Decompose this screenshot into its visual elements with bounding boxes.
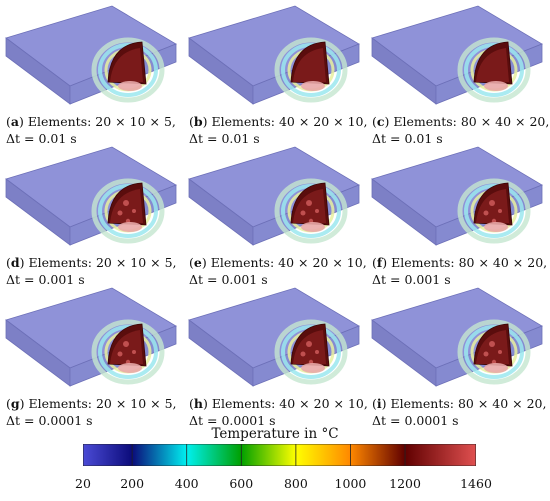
panel-caption: (i) Elements: 80 × 40 × 20, Δt = 0.0001 … — [372, 396, 547, 428]
panel-label: a — [10, 114, 19, 129]
simulation-image — [371, 287, 543, 387]
simulation-image — [5, 5, 177, 105]
panel-caption: (e) Elements: 40 × 20 × 10, Δt = 0.001 s — [189, 255, 367, 287]
panel-label: i — [376, 396, 382, 411]
panel-i: (i) Elements: 80 × 40 × 20, Δt = 0.0001 … — [366, 282, 549, 428]
colorbar-tick-label: 1000 — [334, 476, 367, 491]
panel-label: d — [10, 255, 20, 270]
timestep-text: Δt = 0.01 s — [189, 131, 260, 146]
timestep-text: Δt = 0.0001 s — [372, 413, 459, 428]
colorbar-tick-label: 600 — [229, 476, 254, 491]
panel-c: (c) Elements: 80 × 40 × 20, Δt = 0.01 s — [366, 0, 549, 146]
simulation-image — [5, 287, 177, 387]
panel-caption: (b) Elements: 40 × 20 × 10, Δt = 0.01 s — [189, 114, 368, 146]
elements-text: Elements: 80 × 40 × 20, — [391, 255, 548, 270]
colorbar — [83, 444, 476, 466]
timestep-text: Δt = 0.001 s — [189, 272, 268, 287]
panel-caption: (a) Elements: 20 × 10 × 5, Δt = 0.01 s — [6, 113, 182, 147]
simulation-image — [188, 146, 360, 246]
panel-label: c — [376, 114, 385, 129]
colorbar-title: Temperature in °C — [211, 426, 339, 442]
timestep-text: Δt = 0.0001 s — [6, 413, 93, 428]
colorbar-tick-label: 800 — [283, 476, 308, 491]
panel-caption: (f) Elements: 80 × 40 × 20, Δt = 0.001 s — [372, 255, 548, 287]
elements-text: Elements: 40 × 20 × 10, — [211, 114, 368, 129]
simulation-image — [188, 5, 360, 105]
elements-text: Elements: 40 × 20 × 10, — [210, 255, 367, 270]
panel-e: (e) Elements: 40 × 20 × 10, Δt = 0.001 s — [183, 141, 367, 287]
colorbar-tick-label: 1200 — [389, 476, 421, 491]
panel-label: b — [193, 114, 203, 129]
panel-label: e — [193, 255, 202, 270]
panel-f: (f) Elements: 80 × 40 × 20, Δt = 0.001 s — [366, 141, 549, 287]
timestep-text: Δt = 0.001 s — [6, 272, 85, 287]
panel-d: (d) Elements: 20 × 10 × 5, Δt = 0.001 s — [0, 141, 183, 287]
timestep-text: Δt = 0.0001 s — [189, 413, 276, 428]
figure-grid: (a) Elements: 20 × 10 × 5, Δt = 0.01 s (… — [0, 0, 549, 428]
panel-caption: (c) Elements: 80 × 40 × 20, Δt = 0.01 s — [372, 114, 550, 146]
panel-a: (a) Elements: 20 × 10 × 5, Δt = 0.01 s — [0, 0, 183, 146]
colorbar-tick-label: 200 — [120, 476, 145, 491]
simulation-image — [371, 146, 543, 246]
elements-text: Elements: 20 × 10 × 5, — [28, 255, 177, 270]
panel-label: g — [10, 396, 20, 411]
panel-caption: (d) Elements: 20 × 10 × 5, Δt = 0.001 s — [6, 254, 182, 288]
timestep-text: Δt = 0.01 s — [6, 131, 77, 146]
simulation-image — [5, 146, 177, 246]
panel-caption: (g) Elements: 20 × 10 × 5, Δt = 0.0001 s — [6, 395, 182, 429]
panel-label: h — [193, 396, 203, 411]
panel-h: (h) Elements: 40 × 20 × 10, Δt = 0.0001 … — [183, 282, 368, 428]
panel-caption: (h) Elements: 40 × 20 × 10, Δt = 0.0001 … — [189, 396, 368, 428]
panel-b: (b) Elements: 40 × 20 × 10, Δt = 0.01 s — [183, 0, 367, 146]
panel-label: f — [376, 255, 383, 270]
elements-text: Elements: 80 × 40 × 20, — [393, 114, 550, 129]
simulation-image — [188, 287, 360, 387]
elements-text: Elements: 40 × 20 × 10, — [211, 396, 368, 411]
elements-text: Elements: 20 × 10 × 5, — [28, 396, 177, 411]
colorbar-tick-label: 20 — [75, 476, 91, 491]
timestep-text: Δt = 0.01 s — [372, 131, 443, 146]
colorbar-tick-label: 1460 — [460, 476, 492, 491]
panel-g: (g) Elements: 20 × 10 × 5, Δt = 0.0001 s — [0, 282, 183, 428]
colorbar-tick-label: 400 — [174, 476, 199, 491]
elements-text: Elements: 80 × 40 × 20, — [390, 396, 547, 411]
simulation-image — [371, 5, 543, 105]
elements-text: Elements: 20 × 10 × 5, — [27, 114, 176, 129]
timestep-text: Δt = 0.001 s — [372, 272, 451, 287]
